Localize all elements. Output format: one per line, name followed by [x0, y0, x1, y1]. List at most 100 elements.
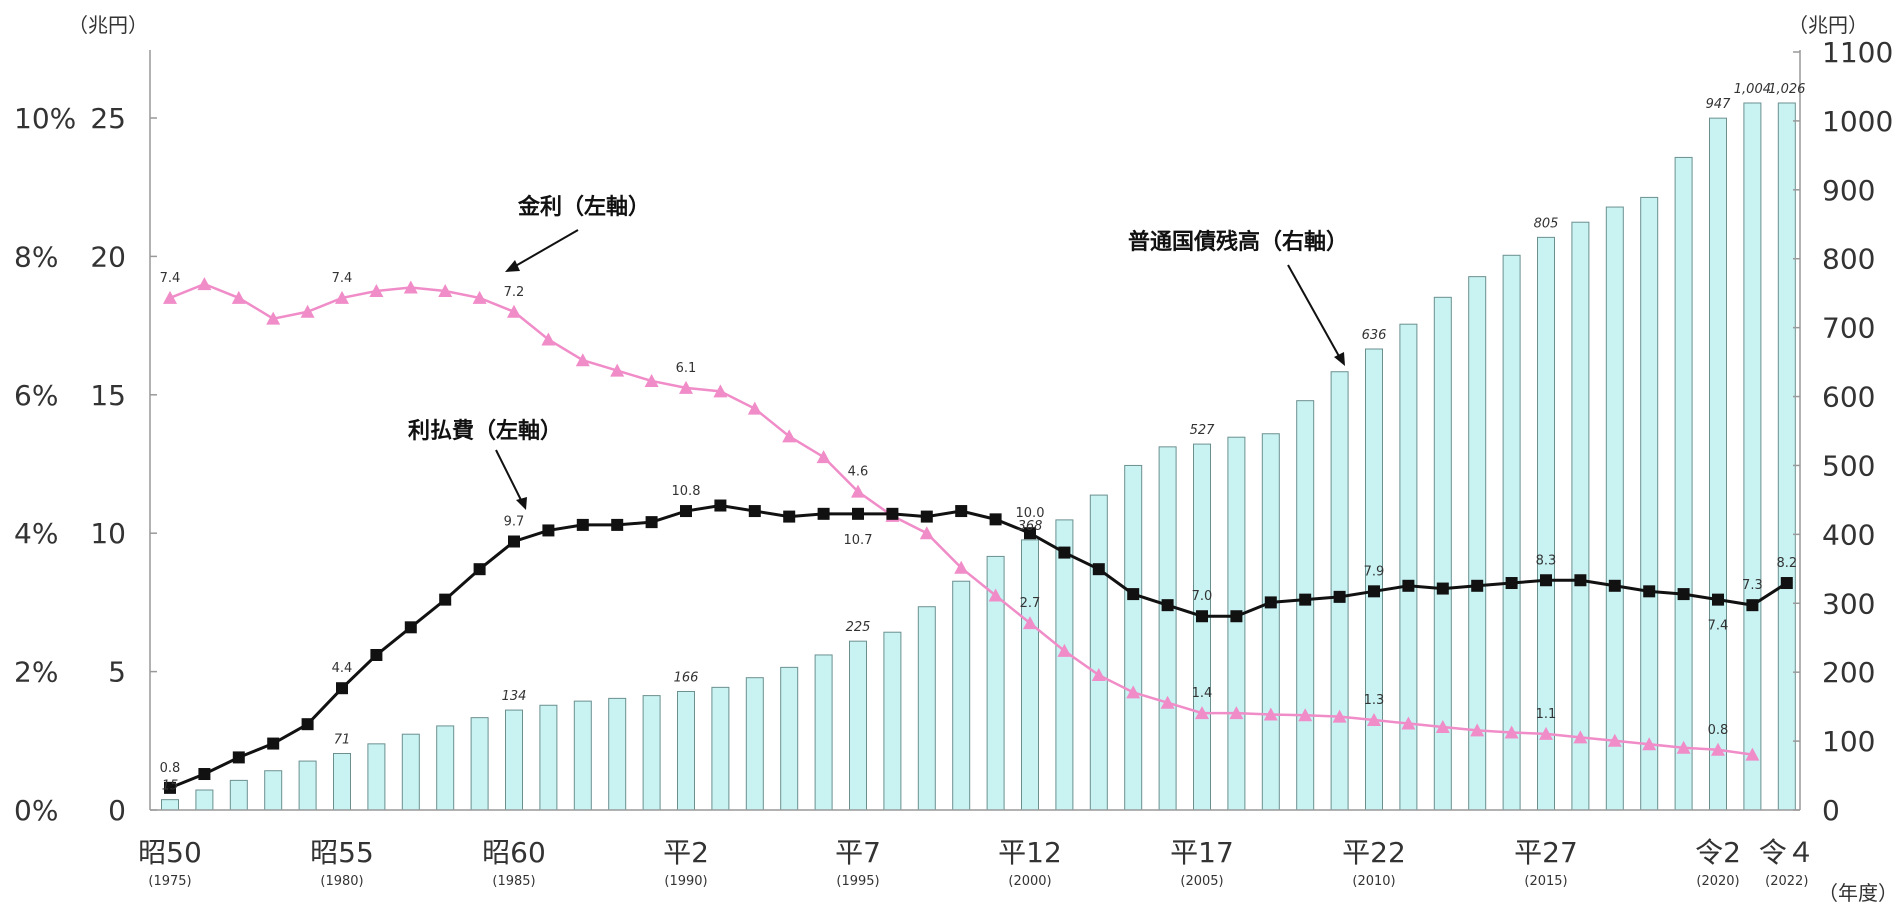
rate-marker: [541, 332, 556, 346]
debt-bar: [1709, 117, 1727, 811]
debt-data-label: 225: [846, 620, 871, 635]
rate-marker: [1607, 733, 1622, 747]
interest-marker: [1402, 579, 1415, 592]
debt-bar: [1433, 296, 1452, 811]
pct-tick-label: 6%: [14, 379, 58, 412]
x-tick-sublabel: (1975): [148, 874, 191, 889]
interest-marker: [542, 524, 555, 537]
right-tick-label: 300: [1822, 587, 1875, 620]
interest-marker: [1471, 579, 1484, 592]
interest-data-label: 7.3: [1742, 578, 1763, 593]
rate-marker: [1573, 730, 1588, 744]
rate-marker: [644, 373, 659, 387]
interest-marker: [164, 781, 176, 794]
rate-marker: [1745, 747, 1760, 761]
x-axis-unit: （年度）: [1818, 881, 1898, 905]
x-tick-label: 昭60: [482, 836, 546, 869]
debt-data-label: 71: [334, 732, 351, 747]
rate-marker: [1091, 668, 1106, 682]
interest-marker: [817, 507, 830, 520]
interest-marker: [1092, 563, 1105, 576]
x-tick-sublabel: (2020): [1696, 874, 1739, 889]
interest-marker: [1677, 588, 1690, 601]
rate-marker: [610, 363, 625, 377]
x-tick-sublabel: (2015): [1524, 874, 1567, 889]
rate-data-label: 1.1: [1536, 707, 1557, 722]
interest-marker: [1058, 546, 1071, 559]
rate-annotation-label: 金利（左軸）: [517, 194, 650, 220]
right-tick-label: 800: [1822, 243, 1875, 276]
interest-marker: [1333, 590, 1346, 603]
x-tick-label: 平7: [835, 836, 881, 869]
debt-bar: [1777, 102, 1796, 811]
interest-marker: [1746, 599, 1759, 612]
rate-marker: [507, 304, 521, 318]
rate-marker: [747, 401, 762, 415]
interest-marker: [232, 751, 245, 764]
right-tick-label: 700: [1822, 312, 1875, 345]
debt-annotation-label: 普通国債残高（右軸）: [1128, 229, 1348, 255]
rate-data-label: 7.2: [504, 285, 525, 300]
debt-bar: [367, 743, 386, 811]
debt-bar: [1399, 323, 1418, 811]
debt-bar: [849, 640, 867, 811]
pct-tick-label: 0%: [14, 794, 58, 827]
rate-marker: [954, 560, 969, 574]
rate-marker: [163, 290, 177, 304]
debt-bar: [401, 733, 420, 811]
debt-annotation-arrowhead: [1334, 352, 1345, 366]
rate-marker: [1195, 706, 1209, 720]
interest-data-label: 9.7: [504, 515, 525, 530]
debt-bar: [917, 606, 936, 811]
debt-bar: [1089, 494, 1108, 811]
rate-annotation-arrow: [511, 229, 579, 269]
pct-tick-label: 10%: [14, 102, 76, 135]
rate-marker: [851, 484, 865, 498]
rate-marker: [575, 353, 590, 367]
debt-bar: [608, 697, 627, 811]
rate-marker: [919, 526, 934, 540]
x-tick-label: 平12: [998, 836, 1062, 869]
rate-marker: [1504, 725, 1519, 739]
x-tick-sublabel: (2022): [1765, 874, 1808, 889]
right-tick-label: 100: [1822, 725, 1875, 758]
debt-bar: [436, 725, 455, 811]
debt-bar: [1055, 519, 1074, 811]
interest-marker: [989, 513, 1002, 526]
interest-marker: [680, 505, 692, 518]
interest-data-label: 8.2: [1776, 556, 1797, 571]
interest-data-label: 7.9: [1364, 564, 1385, 579]
rate-marker: [1332, 709, 1347, 723]
right-axis-unit: （兆円）: [1788, 13, 1868, 37]
rate-marker: [266, 311, 281, 325]
left-tick-label: 10: [90, 517, 126, 550]
rate-data-label: 7.4: [160, 271, 181, 286]
debt-data-label: 527: [1190, 423, 1216, 438]
debt-bar: [1158, 446, 1177, 811]
rate-marker: [988, 588, 1003, 602]
interest-marker: [714, 499, 727, 512]
interest-marker: [1127, 588, 1140, 601]
debt-data-label: 805: [1534, 216, 1559, 231]
debt-bar: [1261, 433, 1280, 811]
x-tick-sublabel: (1980): [320, 874, 363, 889]
debt-data-label: 166: [674, 670, 699, 685]
debt-bar: [1571, 221, 1590, 811]
interest-marker: [404, 621, 417, 634]
bar-series: [161, 102, 1796, 811]
interest-data-label: 7.0: [1192, 589, 1213, 604]
interest-marker: [886, 507, 899, 520]
debt-bar: [780, 666, 799, 811]
interest-data-label: 7.4: [1708, 619, 1729, 634]
debt-bar: [952, 580, 971, 811]
debt-bar: [333, 752, 351, 811]
interest-marker: [1643, 585, 1656, 598]
right-tick-label: 400: [1822, 518, 1875, 551]
rate-marker: [713, 384, 728, 398]
interest-marker: [1436, 582, 1449, 595]
interest-annotation-arrowhead: [516, 497, 527, 510]
x-tick-sublabel: (2000): [1008, 874, 1051, 889]
rate-annotation: 金利（左軸）: [505, 194, 650, 272]
debt-bar: [1743, 102, 1762, 811]
x-tick-sublabel: (1995): [836, 874, 879, 889]
